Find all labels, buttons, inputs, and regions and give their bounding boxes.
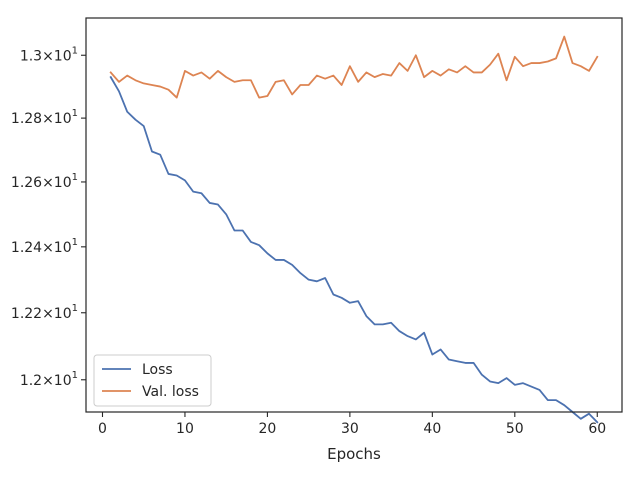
y-tick-label: 1.2×101 xyxy=(20,370,78,389)
x-tick-label: 20 xyxy=(259,421,277,437)
plot-lines xyxy=(109,35,599,424)
series-line-loss xyxy=(109,75,599,424)
y-tick-label: 1.3×101 xyxy=(20,45,78,64)
legend-label-val-loss: Val. loss xyxy=(142,384,199,400)
x-tick-label: 60 xyxy=(588,421,606,437)
legend-label-loss: Loss xyxy=(142,362,173,378)
y-tick-label: 1.22×101 xyxy=(11,303,78,322)
legend-box xyxy=(93,354,212,407)
legend: Loss Val. loss xyxy=(93,354,212,407)
x-tick-label: 10 xyxy=(176,421,194,437)
y-tick-label: 1.28×101 xyxy=(11,108,78,127)
series-line-val-loss xyxy=(109,35,599,99)
y-tick-label: 1.24×101 xyxy=(11,237,78,256)
plot-frame xyxy=(85,17,623,413)
x-tick-label: 40 xyxy=(423,421,441,437)
x-axis: 0 10 20 30 40 50 60 xyxy=(98,412,606,437)
y-axis: 1.2×101 1.22×101 1.24×101 1.26×101 1.28×101 1… xyxy=(11,45,86,389)
x-tick-label: 30 xyxy=(341,421,359,437)
x-tick-label: 0 xyxy=(98,421,107,437)
x-tick-label: 50 xyxy=(506,421,524,437)
y-tick-label: 1.26×101 xyxy=(11,172,78,191)
x-axis-label: Epochs xyxy=(327,445,381,463)
